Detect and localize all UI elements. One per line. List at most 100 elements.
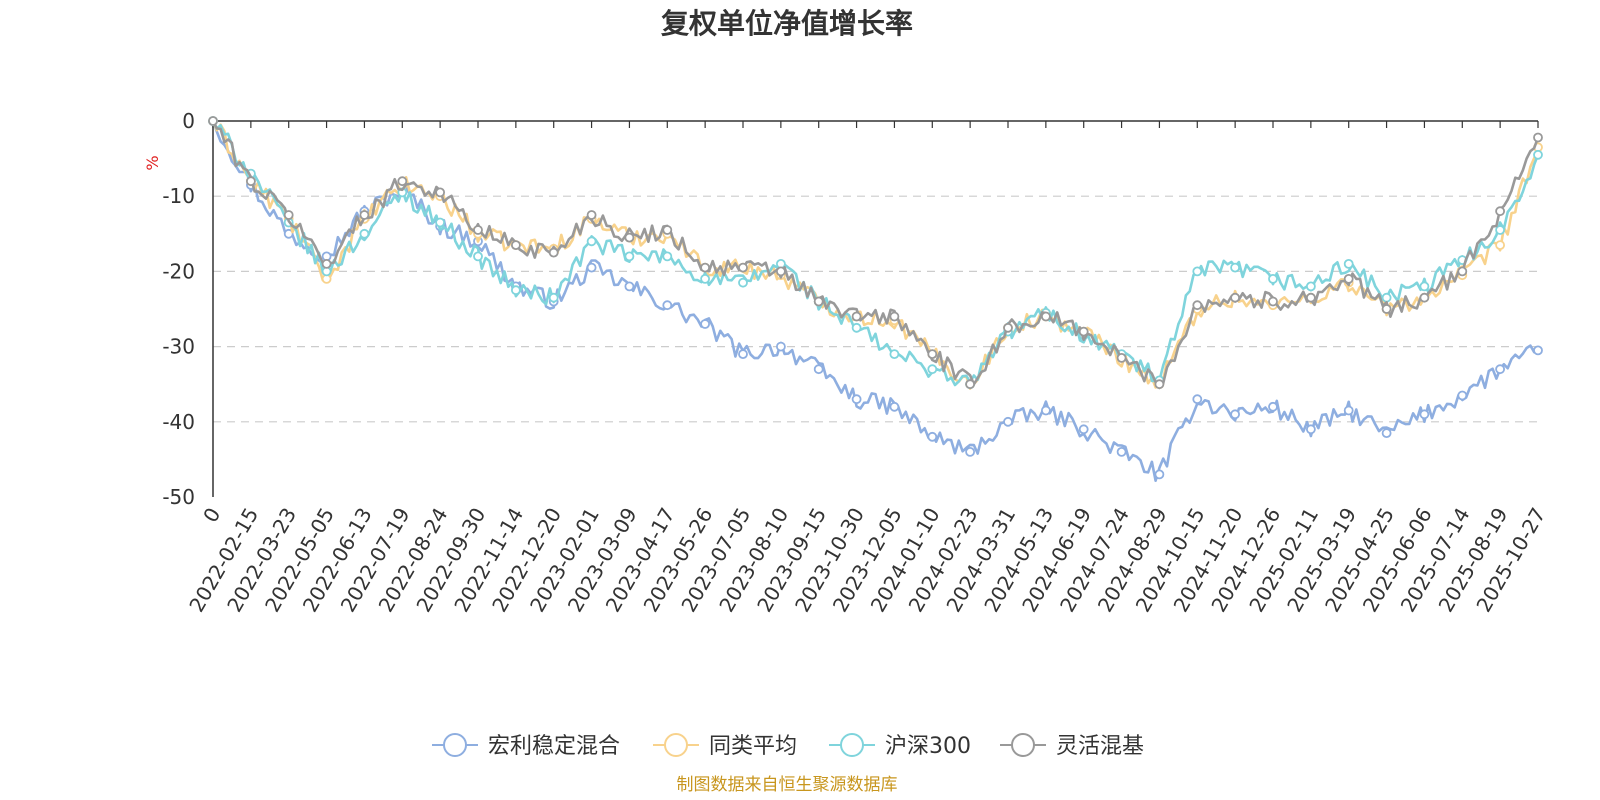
data-point	[1533, 149, 1543, 160]
legend-label: 灵活混基	[1056, 734, 1144, 759]
legend[interactable]: 宏利稳定混合 同类平均 沪深300 灵活混基	[432, 733, 1144, 759]
legend-item[interactable]: 灵活混基	[1000, 733, 1144, 759]
data-point	[359, 210, 370, 220]
data-point	[1078, 424, 1089, 435]
y-tick-label: -10	[162, 184, 195, 208]
data-point	[1154, 379, 1165, 390]
legend-swatch-circle	[443, 733, 467, 757]
data-point	[1419, 292, 1430, 303]
data-point	[889, 349, 900, 360]
y-tick-label: -40	[162, 410, 195, 434]
data-point	[586, 262, 597, 273]
data-point	[851, 394, 862, 405]
data-point	[624, 232, 635, 243]
data-point	[1381, 292, 1392, 303]
data-point	[700, 262, 710, 273]
series-line	[211, 120, 1540, 387]
data-point	[1457, 390, 1468, 401]
data-point	[586, 236, 597, 247]
grid	[213, 195, 1538, 423]
data-point	[283, 228, 294, 239]
data-point	[1457, 266, 1468, 277]
data-point	[776, 341, 786, 352]
data-point	[1192, 266, 1203, 277]
data-point	[624, 251, 635, 262]
data-point	[1306, 424, 1316, 435]
data-point	[1041, 405, 1051, 416]
series-line	[211, 120, 1539, 483]
data-point	[1343, 405, 1354, 416]
source-note: 制图数据来自恒生聚源数据库	[677, 775, 898, 795]
data-point	[1116, 352, 1127, 363]
data-point	[321, 258, 332, 269]
data-point	[1306, 292, 1316, 303]
data-point	[851, 322, 862, 333]
data-point	[927, 431, 938, 442]
series-line	[211, 120, 1540, 390]
data-point	[1381, 304, 1392, 314]
data-point	[889, 401, 900, 412]
legend-item[interactable]: 沪深300	[829, 733, 971, 759]
data-point	[473, 251, 483, 262]
data-point	[851, 311, 862, 322]
y-tick-label: -30	[162, 335, 195, 359]
data-point	[1192, 394, 1203, 405]
data-point	[662, 225, 673, 235]
data-point	[813, 296, 824, 307]
y-tick-label: -20	[162, 259, 195, 283]
data-point	[1268, 296, 1278, 307]
data-point	[1495, 225, 1505, 235]
data-point	[1495, 206, 1505, 217]
data-point	[927, 364, 938, 375]
data-point	[965, 379, 975, 390]
data-point	[1533, 345, 1543, 356]
data-point	[624, 281, 635, 292]
data-point	[1230, 409, 1240, 420]
data-point	[1116, 446, 1127, 457]
data-point	[1381, 428, 1392, 439]
legend-label: 宏利稳定混合	[488, 734, 620, 759]
data-point	[700, 273, 710, 284]
data-point	[1533, 132, 1543, 143]
data-point	[1192, 300, 1203, 311]
data-point	[1230, 262, 1240, 273]
data-point	[738, 349, 748, 360]
legend-label: 同类平均	[709, 734, 797, 759]
series-line	[211, 120, 1540, 390]
data-point	[1343, 273, 1354, 284]
y-axis-unit: %	[143, 155, 162, 170]
data-point	[1419, 409, 1430, 420]
data-point	[662, 300, 673, 311]
data-point	[548, 292, 559, 303]
chart-title: 复权单位净值增长率	[661, 7, 913, 40]
data-point	[1230, 292, 1240, 303]
data-point	[700, 319, 710, 329]
legend-item[interactable]: 宏利稳定混合	[432, 733, 620, 759]
data-point	[435, 217, 446, 228]
data-point	[1154, 469, 1165, 480]
legend-item[interactable]: 同类平均	[653, 733, 797, 759]
data-point	[776, 266, 786, 277]
data-point	[283, 210, 294, 220]
data-point	[208, 116, 218, 126]
y-tick-label: 0	[182, 109, 195, 133]
data-point	[965, 446, 975, 457]
data-point	[927, 349, 938, 360]
legend-swatch-circle	[664, 733, 688, 757]
data-point	[1306, 281, 1316, 292]
data-point	[511, 240, 521, 251]
data-point	[1268, 273, 1278, 284]
series-lines	[208, 116, 1543, 483]
data-point	[662, 251, 673, 262]
data-point	[548, 247, 559, 258]
legend-swatch-circle	[840, 733, 864, 757]
legend-swatch-circle	[1011, 733, 1035, 757]
data-point	[511, 285, 521, 296]
data-point	[435, 187, 446, 198]
data-point	[397, 176, 408, 187]
data-point	[473, 225, 483, 235]
axes: 0-10-20-30-40-5002022-02-152022-03-23202…	[162, 109, 1550, 616]
data-point	[245, 176, 256, 187]
data-point	[359, 228, 370, 239]
